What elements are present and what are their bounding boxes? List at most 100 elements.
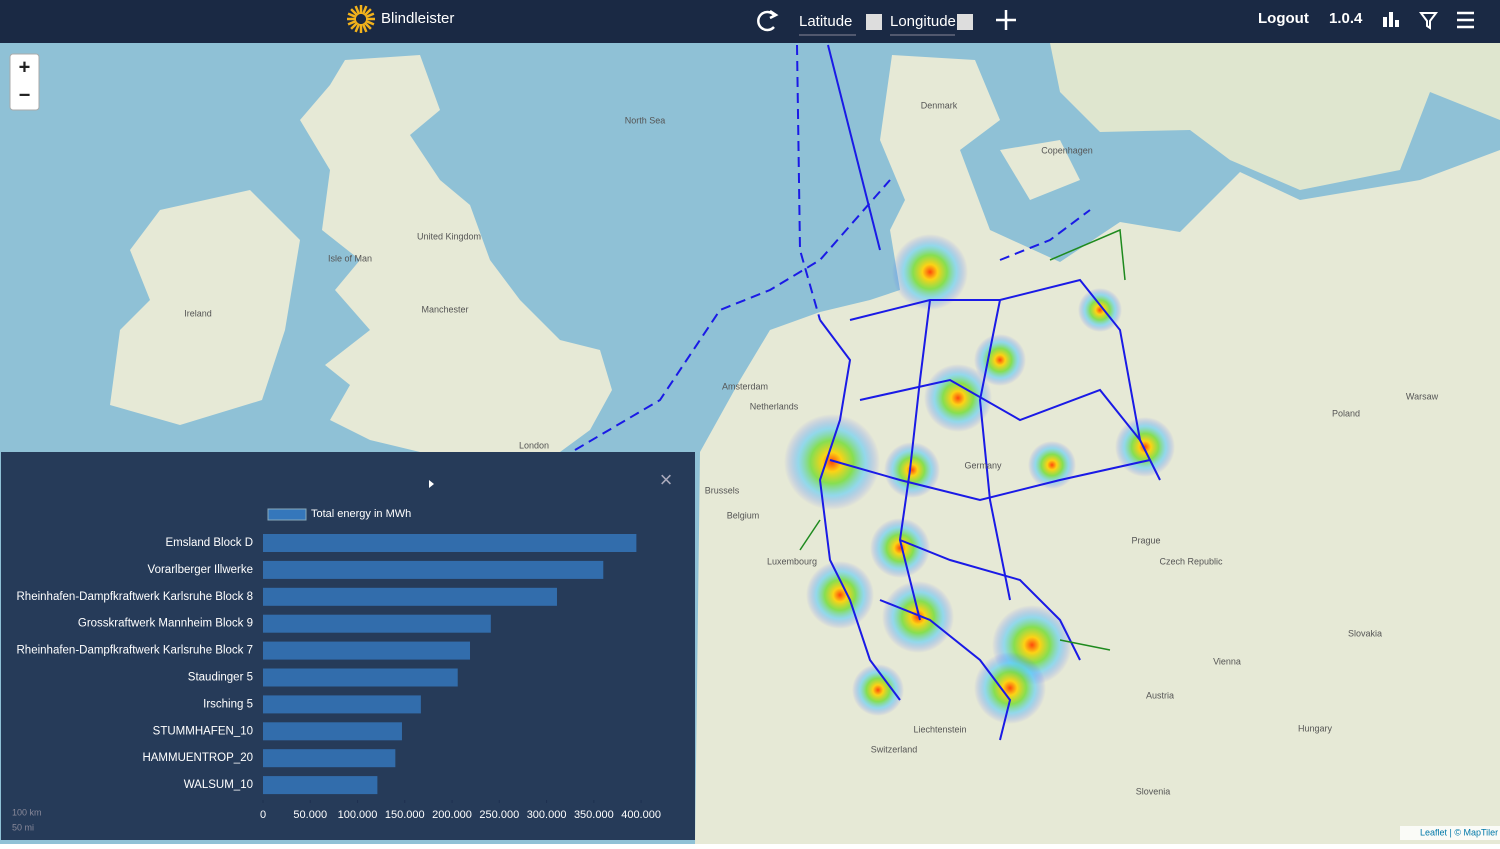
logo-ray: [365, 19, 375, 26]
logo-ray: [350, 21, 359, 30]
x-tick-label: 150.000: [385, 809, 425, 821]
map-label: Belgium: [727, 510, 760, 520]
y-tick-label: Staudinger 5: [188, 672, 253, 684]
zoom-out[interactable]: −: [19, 84, 31, 106]
longitude[interactable]: Longitude: [890, 13, 956, 30]
chart-panel: × Total energy in MWh Emsland Block D Vora…: [1, 452, 695, 840]
bar: [263, 614, 491, 633]
bar: [263, 641, 471, 660]
map-label: Ireland: [184, 308, 212, 318]
panel-arrow[interactable]: [429, 480, 434, 488]
menu-icon[interactable]: [1457, 11, 1474, 29]
heat-spot: [882, 581, 954, 653]
heat-spot: [806, 561, 874, 629]
heat-spot: [1115, 417, 1175, 477]
map-label: London: [519, 440, 549, 450]
y-tick-label: Grosskraftwerk Mannheim Block 9: [78, 618, 253, 630]
heatmap: [784, 234, 1175, 724]
y-tick-label: Irsching 5: [203, 698, 253, 710]
y-tick-label: Rheinhafen-Dampfkraftwerk Karlsruhe Bloc…: [17, 591, 254, 603]
land: [110, 190, 300, 425]
map-label: Amsterdam: [722, 381, 768, 391]
heat-spot: [784, 414, 880, 510]
logo-icon: [347, 5, 375, 33]
map-label: Slovakia: [1348, 628, 1382, 638]
move-icon[interactable]: [996, 10, 1016, 30]
heat-spot: [852, 664, 904, 716]
map-label: Hungary: [1298, 723, 1333, 733]
logo-ray: [347, 12, 357, 19]
map-label: Austria: [1146, 690, 1174, 700]
zoom-control: [9, 53, 40, 111]
y-tick-label: STUMMHAFEN_10: [153, 725, 253, 737]
x-tick-label: 50.000: [293, 809, 327, 821]
heat-spot: [974, 334, 1026, 386]
bar: [263, 695, 421, 714]
legend-swatch: [267, 508, 307, 521]
map-label: Slovenia: [1136, 786, 1171, 796]
chart-icon[interactable]: [1383, 12, 1399, 27]
land: [1050, 43, 1500, 190]
bar: [263, 776, 378, 795]
map-label: Liechtenstein: [913, 724, 966, 734]
version: 1.0.4: [1329, 10, 1363, 27]
map-label: Czech Republic: [1159, 556, 1223, 566]
x-tick-label: 0: [260, 809, 266, 821]
close-icon[interactable]: ×: [660, 467, 673, 492]
logo-ray: [361, 23, 368, 33]
heat-spot: [892, 234, 968, 310]
heat-spot: [1028, 441, 1076, 489]
map-label: United Kingdom: [417, 231, 481, 241]
x-tick-label: 250.000: [479, 809, 519, 821]
bar: [263, 722, 402, 741]
refresh-icon[interactable]: [757, 9, 779, 32]
logo-ray: [350, 8, 359, 17]
power-lines: [574, 44, 1161, 741]
zoom-in[interactable]: +: [19, 56, 31, 78]
logo-ray: [354, 5, 361, 15]
logout[interactable]: Logout: [1258, 10, 1309, 27]
map-label: Switzerland: [871, 744, 918, 754]
spinner[interactable]: [957, 14, 973, 30]
scale: 50 mi: [12, 822, 34, 832]
power-lines: [799, 228, 1126, 651]
map-label: Germany: [964, 460, 1002, 470]
bar: [263, 749, 396, 768]
attribution-box: [1400, 826, 1500, 840]
heat-spot: [974, 652, 1046, 724]
y-tick-label: Emsland Block D: [165, 537, 253, 549]
bar: [263, 587, 557, 606]
legend-label: Total energy in MWh: [311, 508, 411, 520]
y-tick-label: HAMMUENTROP_20: [142, 752, 253, 764]
bar: [263, 560, 604, 579]
latitude[interactable]: Latitude: [799, 13, 852, 30]
map-label: Copenhagen: [1041, 145, 1093, 155]
logo-ray: [347, 19, 357, 26]
map-label: Poland: [1332, 408, 1360, 418]
attribution[interactable]: Leaflet | © MapTiler: [1420, 827, 1498, 837]
map-label: Denmark: [921, 100, 958, 110]
map-label: Luxembourg: [767, 556, 817, 566]
spinner[interactable]: [866, 14, 882, 30]
map-label: Manchester: [421, 304, 468, 314]
brand[interactable]: Blindleister: [381, 10, 454, 27]
map-label: Vienna: [1213, 656, 1241, 666]
logo-ray: [365, 12, 375, 19]
logo-ray: [363, 8, 372, 17]
header: Blindleister Latitude Longitude Logout 1…: [0, 0, 1500, 43]
y-tick-label: Vorarlberger Illwerke: [148, 564, 253, 576]
y-tick-label: WALSUM_10: [184, 779, 253, 791]
land: [300, 55, 612, 452]
heat-spot: [884, 442, 940, 498]
x-tick-label: 100.000: [338, 809, 378, 821]
x-tick-label: 400.000: [621, 809, 661, 821]
bar: [263, 668, 458, 687]
map-label: Warsaw: [1406, 391, 1439, 401]
logo-ray: [361, 5, 368, 15]
map-label: Isle of Man: [328, 253, 372, 263]
filter-icon[interactable]: [1419, 12, 1438, 30]
scale: 100 km: [12, 807, 42, 817]
bar: [263, 534, 637, 552]
